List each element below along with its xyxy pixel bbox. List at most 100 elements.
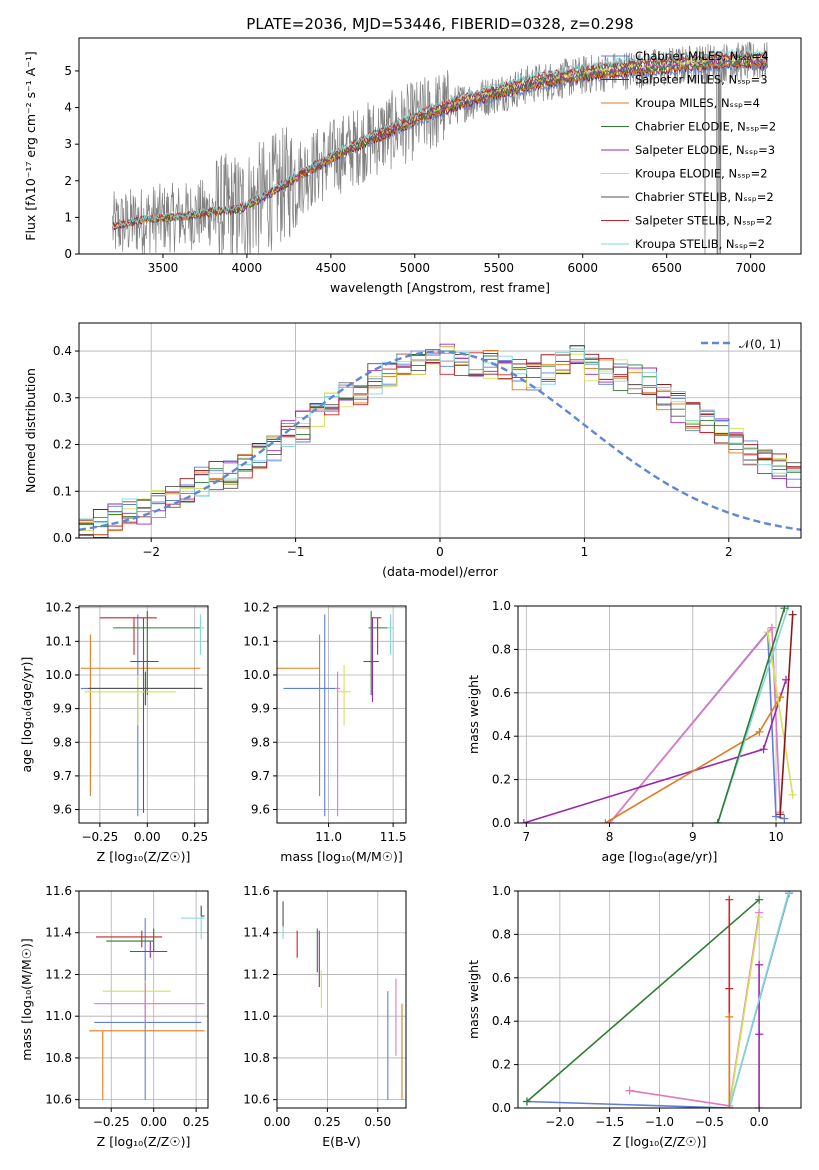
x-tick-label: −1.5 [595, 1115, 624, 1129]
weight_vs_age-content [519, 606, 797, 823]
weight-marker [601, 819, 610, 823]
y-tick-label: 9.6 [251, 803, 270, 817]
weight-line [629, 912, 760, 1107]
y-tick-label: 0.6 [492, 971, 511, 985]
age_vs_Z-panel: −0.25 0.00 0.25 9.6 9.7 9.8 9.9 10.0 10.1 10.2 Z [… [19, 601, 209, 864]
y-tick-label: 1 [64, 210, 72, 224]
weight-marker [759, 745, 768, 754]
weight_vs_Z-ylabel: mass weight [466, 960, 481, 1039]
y-tick-label: 0.0 [492, 1101, 511, 1115]
weight-marker [772, 812, 781, 821]
y-tick-label: 10.1 [243, 634, 270, 648]
weight-line [526, 899, 760, 1103]
y-tick-label: 0.2 [492, 773, 511, 787]
age_vs_Z-ylabel: age [log₁₀(age/yr)] [19, 657, 34, 773]
weight_vs_Z-panel: −2.0 −1.5 −1.0 −0.5 0.0 0.0 0.2 0.4 0.6 0.8 1.0 Z [… [466, 884, 802, 1149]
y-tick-label: 11.2 [243, 967, 270, 981]
x-tick-label: 0.0 [750, 1115, 769, 1129]
x-tick-label: 0.00 [134, 830, 161, 844]
weight-marker [755, 1104, 764, 1108]
y-tick-label: 0.2 [53, 438, 72, 452]
age_vs_mass-frame [276, 605, 407, 824]
x-tick-label: 2 [725, 545, 733, 559]
y-tick-label: 0.4 [53, 344, 72, 358]
age_vs_Z-frame [78, 605, 209, 824]
age_vs_mass-grid [277, 606, 406, 823]
y-tick-label: 0.0 [492, 816, 511, 830]
x-tick-label: 0.25 [183, 1115, 210, 1129]
weight-line [779, 614, 794, 815]
y-tick-label: 0.0 [53, 531, 72, 545]
y-tick-label: 3 [64, 137, 72, 151]
normal-reference-curve [79, 350, 801, 531]
weight-marker [763, 628, 772, 637]
weight-marker [755, 1030, 764, 1039]
y-tick-label: 10.2 [243, 601, 270, 615]
y-tick-label: 10.8 [45, 1051, 72, 1065]
weight-line [608, 625, 781, 823]
weight-marker [780, 814, 789, 823]
x-tick-label: 0.00 [264, 1115, 291, 1129]
residual-histogram [79, 343, 801, 538]
mass_vs_EBV-content [282, 901, 403, 1100]
mass_vs_Z-content [89, 905, 205, 1100]
model-spectrum [112, 47, 768, 229]
spectrum-panel: 3500 4000 4500 5000 5500 6000 6500 7000 0 1 2 3 4 5 wa… [23, 37, 802, 295]
residuals-content [79, 343, 801, 538]
y-tick-label: 0 [64, 247, 72, 261]
x-tick-label: 0.25 [314, 1115, 341, 1129]
legend-entry: Chabrier MILES, Nₛₛₚ=4 [635, 49, 769, 63]
mass_vs_Z-xlabel: Z [log₁₀(Z/Z☉)] [97, 1134, 191, 1149]
residual-histogram [79, 352, 801, 536]
y-tick-label: 11.0 [243, 1009, 270, 1023]
age_vs_mass-panel: 11.0 11.5 9.6 9.7 9.8 9.9 10.0 10.1 10.2 mass [lo… [243, 601, 407, 864]
y-tick-label: 0.8 [492, 642, 511, 656]
mass_vs_EBV-grid [276, 890, 406, 1108]
x-tick-label: 0 [436, 545, 444, 559]
mass_vs_Z-panel: −0.25 0.00 0.25 10.6 10.8 11.0 11.2 11.4 11.6 Z [… [19, 884, 209, 1149]
y-tick-label: 10.2 [45, 601, 72, 615]
x-tick-label: 3500 [148, 261, 179, 275]
y-tick-label: 5 [64, 64, 72, 78]
legend-entry: Chabrier ELODIE, Nₛₛₚ=2 [635, 120, 776, 134]
y-tick-label: 10.6 [45, 1093, 72, 1107]
spectrum-content [112, 41, 768, 254]
weight-marker [755, 960, 764, 969]
residual-histogram [79, 350, 801, 525]
y-tick-label: 11.4 [243, 926, 270, 940]
y-tick-label: 0.3 [53, 391, 72, 405]
y-tick-label: 10.0 [243, 668, 270, 682]
y-tick-label: 0.2 [492, 1058, 511, 1072]
model-spectrum [112, 51, 768, 228]
weight-marker [788, 610, 797, 619]
weight-marker [755, 913, 764, 922]
x-tick-label: 11.5 [380, 830, 407, 844]
mass_vs_EBV-panel: 0.00 0.25 0.50 10.6 10.8 11.0 11.2 11.4 11.6 E(B-… [243, 884, 407, 1149]
x-tick-label: 11.0 [315, 830, 342, 844]
spectrum-frame [78, 37, 802, 255]
x-tick-label: 0.50 [364, 1115, 391, 1129]
weight-marker [755, 895, 764, 904]
residuals-panel: −2 −1 0 1 2 0.0 0.1 0.2 0.3 0.4 (data-model)/error… [23, 322, 802, 579]
y-tick-label: 11.0 [45, 1009, 72, 1023]
y-tick-label: 11.4 [45, 926, 72, 940]
x-tick-label: 4000 [232, 261, 263, 275]
residuals-ylabel: Normed distribution [23, 368, 38, 493]
y-tick-label: 10.8 [243, 1051, 270, 1065]
weight-marker [788, 790, 797, 799]
y-tick-label: 0.4 [492, 1014, 511, 1028]
x-tick-label: 9 [689, 830, 697, 844]
weight-line [717, 607, 786, 823]
weight_vs_age-xlabel: age [log₁₀(age/yr)] [602, 849, 718, 864]
mass_vs_Z-grid [79, 890, 208, 1108]
weight-marker [725, 1104, 734, 1108]
x-tick-label: −0.25 [81, 830, 118, 844]
figure-title: PLATE=2036, MJD=53446, FIBERID=0328, z=0… [246, 15, 633, 33]
mass_vs_EBV-xlabel: E(B-V) [322, 1134, 361, 1149]
weight-marker [725, 1012, 734, 1021]
x-tick-label: 8 [606, 830, 614, 844]
weight-marker [725, 984, 734, 993]
y-tick-label: 10.0 [45, 668, 72, 682]
x-tick-label: 0.25 [181, 830, 208, 844]
age_vs_Z-xlabel: Z [log₁₀(Z/Z☉)] [97, 849, 191, 864]
